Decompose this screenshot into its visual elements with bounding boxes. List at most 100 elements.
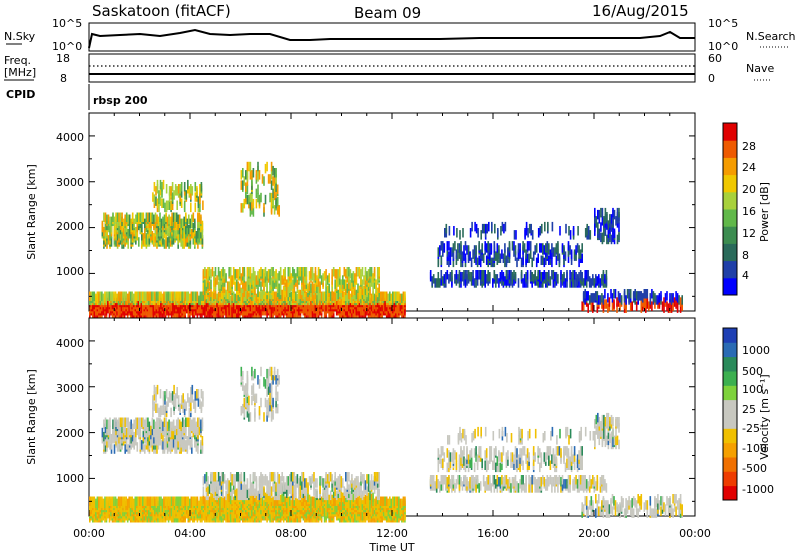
power-echo-cell (304, 267, 306, 277)
velocity-echo-cell (219, 496, 221, 506)
power-echo-cell (440, 276, 443, 286)
power-echo-cell (308, 291, 311, 301)
power-echo-cell (470, 257, 473, 268)
power-echo-cell (385, 291, 388, 301)
power-echo-cell (443, 274, 446, 284)
velocity-echo-cell (202, 508, 205, 519)
power-echo-cell (320, 291, 323, 301)
power-echo-cell (561, 274, 564, 284)
power-echo-cell (469, 228, 472, 238)
power-echo-cell (446, 241, 449, 251)
power-echo-cell (575, 245, 577, 255)
power-echo-cell (195, 231, 198, 241)
power-echo-cell (261, 174, 264, 184)
power-echo-cell (151, 291, 153, 301)
velocity-echo-cell (181, 496, 183, 506)
power-echo-cell (190, 291, 193, 301)
velocity-echo-cell (173, 496, 176, 506)
power-echo-cell (162, 198, 165, 208)
velocity-echo-cell (219, 506, 221, 517)
power-echo-cell (269, 192, 271, 203)
power-echo-cell (479, 270, 482, 280)
velocity-echo-cell (310, 502, 312, 513)
power-echo-cell (613, 289, 615, 299)
power-echo-cell (197, 229, 199, 239)
power-echo-cell (513, 241, 515, 251)
power-echo-cell (158, 202, 160, 213)
power-echo-cell (257, 271, 259, 281)
power-echo-cell (323, 271, 326, 281)
velocity-echo-cell (108, 496, 111, 506)
power-echo-cell (615, 216, 617, 226)
power-echo-cell (207, 308, 209, 318)
power-echo-cell (613, 299, 615, 309)
power-echo-cell (543, 270, 546, 280)
power-echo-cell (563, 255, 565, 265)
power-echo-cell (138, 212, 140, 222)
power-echo-cell (201, 229, 204, 239)
velocity-echo-cell (205, 504, 208, 515)
power-echo-cell (372, 285, 374, 296)
power-echo-cell (248, 194, 250, 205)
power-echo-cell (473, 278, 476, 288)
power-echo-cell (357, 267, 359, 277)
power-echo-cell (581, 301, 583, 311)
power-echo-cell (205, 269, 208, 279)
power-echo-cell (475, 270, 477, 280)
power-echo-cell (237, 291, 240, 301)
power-echo-cell (184, 291, 186, 301)
station-title: Saskatoon (fitACF) (92, 2, 231, 20)
power-echo-cell (367, 269, 370, 279)
power-echo-cell (592, 299, 594, 309)
power-echo-cell (143, 291, 146, 301)
power-echo-cell (310, 283, 312, 293)
power-colorbar-swatch (723, 277, 737, 296)
velocity-echo-cell (119, 496, 121, 506)
velocity-echo-cell (284, 496, 286, 506)
power-echo-cell (165, 237, 167, 247)
power-echo-cell (158, 190, 160, 200)
power-echo-cell (395, 291, 397, 301)
power-echo-cell (369, 267, 371, 277)
cpid-label: CPID (6, 88, 35, 101)
velocity-echo-cell (167, 496, 170, 506)
power-echo-cell (231, 275, 233, 285)
power-echo-cell (654, 299, 656, 309)
power-echo-cell (592, 274, 594, 284)
velocity-echo-cell (160, 496, 162, 506)
power-echo-cell (342, 287, 344, 298)
power-echo-cell (651, 289, 653, 299)
power-echo-cell (379, 291, 382, 301)
power-echo-cell (192, 235, 195, 245)
power-echo-cell (339, 267, 341, 277)
power-echo-cell (531, 272, 533, 282)
power-echo-cell (472, 249, 474, 259)
power-echo-cell (201, 291, 203, 301)
power-echo-cell (142, 291, 144, 301)
power-echo-cell (275, 194, 277, 205)
power-echo-cell (177, 231, 179, 241)
power-echo-cell (261, 289, 264, 300)
velocity-echo-cell (263, 496, 265, 506)
power-echo-cell (573, 278, 576, 288)
velocity-echo-cell (313, 496, 315, 506)
power-echo-cell (540, 272, 543, 282)
power-echo-cell (232, 291, 235, 301)
power-echo-cell (561, 243, 564, 253)
velocity-echo-cell (208, 496, 211, 506)
power-echo-cell (210, 279, 212, 289)
power-echo-cell (558, 253, 561, 263)
power-echo-cell (437, 255, 440, 265)
power-echo-cell (273, 279, 276, 289)
velocity-echo-cell (325, 506, 327, 517)
power-echo-cell (219, 271, 221, 281)
power-echo-cell (484, 223, 487, 234)
power-echo-cell (328, 273, 330, 283)
power-echo-cell (501, 270, 503, 280)
power-echo-cell (240, 287, 243, 298)
power-echo-cell (123, 291, 126, 301)
power-echo-cell (153, 214, 155, 224)
power-echo-cell (163, 229, 166, 239)
power-echo-cell (535, 257, 538, 268)
power-echo-cell (200, 214, 202, 224)
